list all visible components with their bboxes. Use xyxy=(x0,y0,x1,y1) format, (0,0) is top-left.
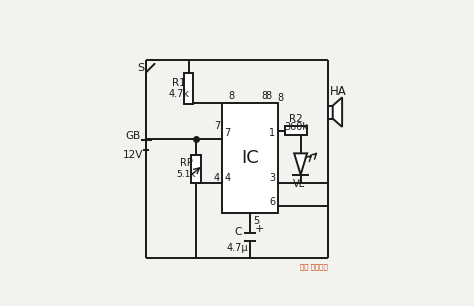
Text: 图客 电子电路: 图客 电子电路 xyxy=(300,263,328,270)
Bar xyxy=(191,155,201,183)
Text: 5: 5 xyxy=(253,215,259,226)
Text: 1: 1 xyxy=(269,128,275,138)
Text: 7: 7 xyxy=(214,121,220,131)
Text: 4: 4 xyxy=(225,173,231,183)
Text: 4.7k: 4.7k xyxy=(169,89,190,99)
Text: 6: 6 xyxy=(269,197,275,207)
Text: RP: RP xyxy=(180,158,193,168)
Text: C: C xyxy=(235,227,242,237)
Text: 4: 4 xyxy=(214,173,220,183)
Text: VL: VL xyxy=(293,179,306,189)
Text: 8: 8 xyxy=(266,91,272,101)
Polygon shape xyxy=(294,153,307,174)
Text: S: S xyxy=(137,63,144,73)
Text: IC: IC xyxy=(241,149,259,167)
Bar xyxy=(184,73,193,104)
Bar xyxy=(328,106,333,119)
Text: 7: 7 xyxy=(225,128,231,138)
Bar xyxy=(285,126,307,136)
Polygon shape xyxy=(333,97,342,127)
Text: 8: 8 xyxy=(261,91,267,101)
Text: GB: GB xyxy=(126,131,141,141)
Text: 8: 8 xyxy=(278,93,283,103)
Text: R2: R2 xyxy=(289,114,303,124)
Text: HA: HA xyxy=(330,85,346,98)
Text: +: + xyxy=(255,224,264,234)
Text: 4.7μ: 4.7μ xyxy=(226,243,248,252)
Text: 8: 8 xyxy=(228,91,234,101)
Text: 3: 3 xyxy=(269,173,275,183)
Bar xyxy=(222,103,278,214)
Text: 5.1k: 5.1k xyxy=(176,170,196,179)
Text: 12V: 12V xyxy=(123,150,144,159)
Text: 360k: 360k xyxy=(284,122,308,132)
Text: R1: R1 xyxy=(173,78,186,88)
